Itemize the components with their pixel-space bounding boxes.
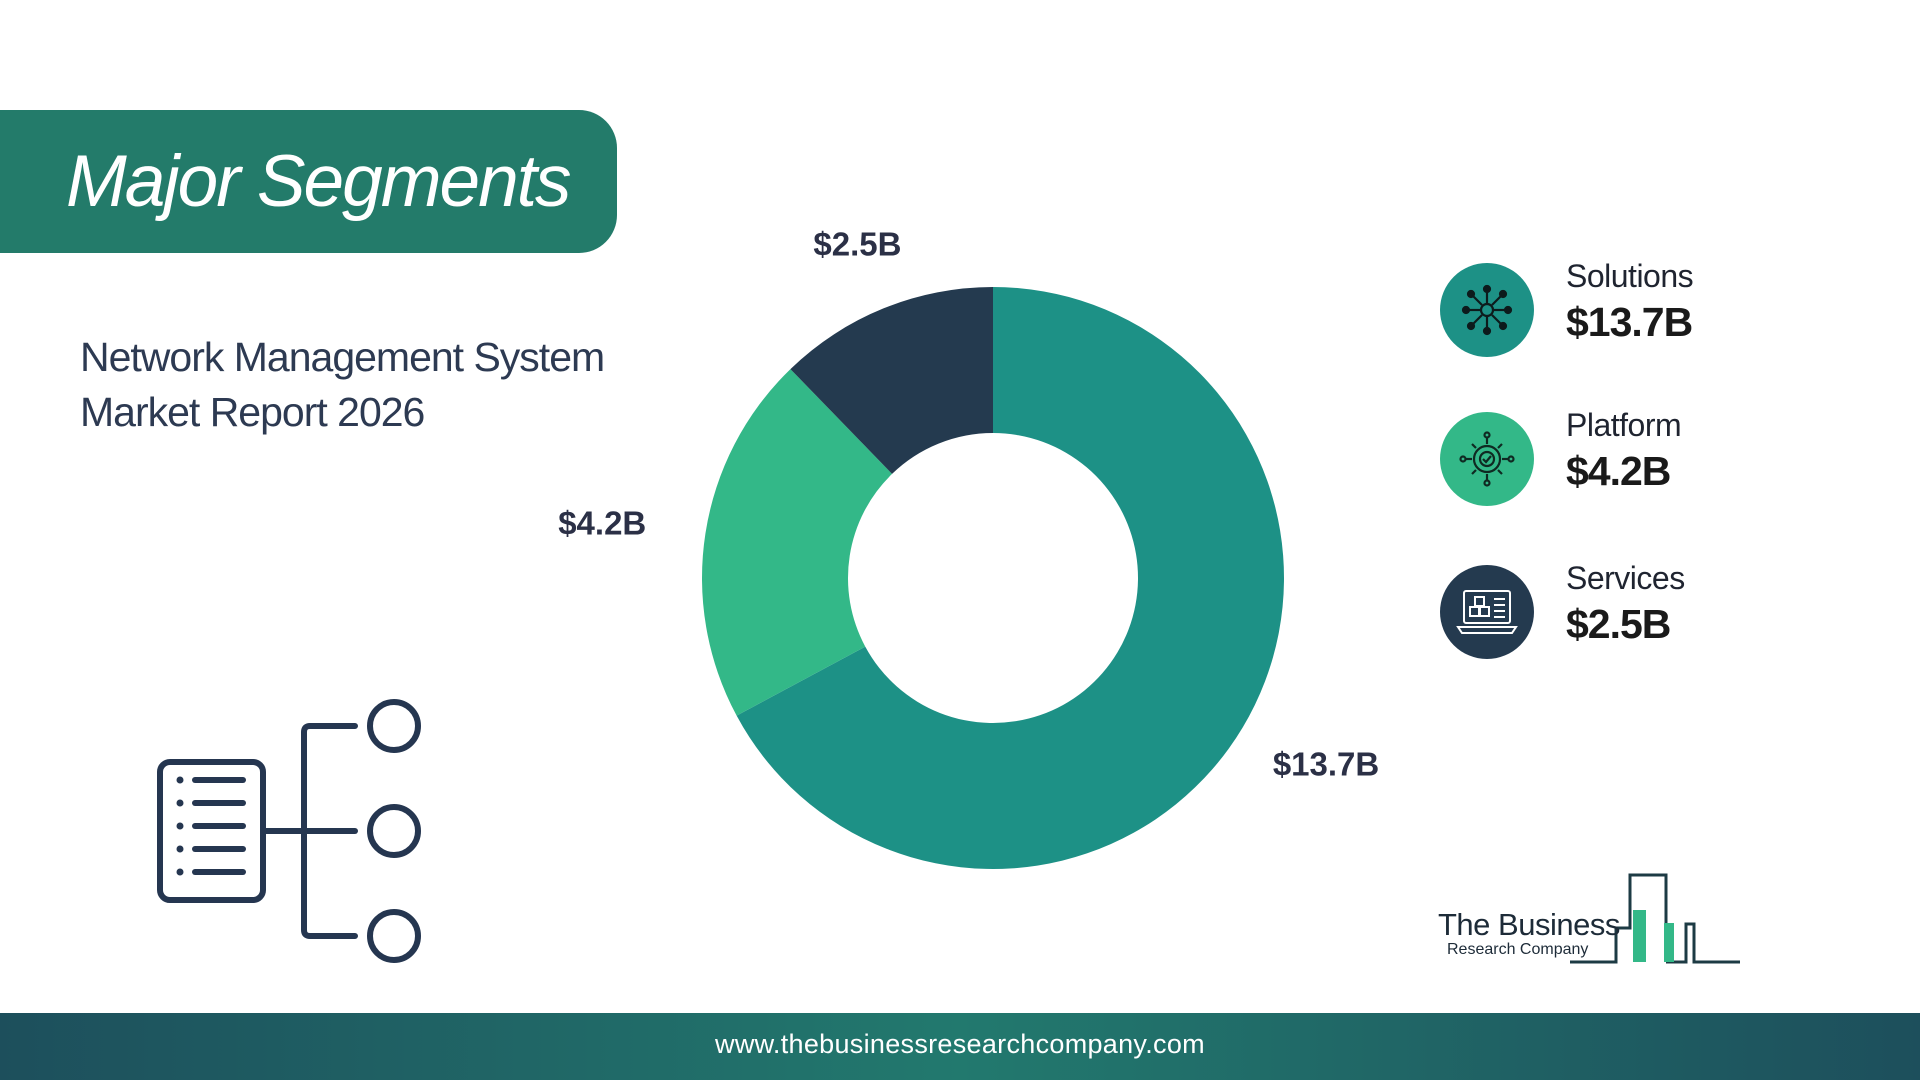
logo-text-line-1: The Business [1438,907,1620,942]
logo-text-line-2: Research Company [1447,941,1589,958]
legend-value-services: $2.5B [1566,601,1671,647]
legend-item-solutions: Solutions $13.7B [1440,258,1860,359]
donut-slice-platform [702,369,893,716]
legend-value-solutions: $13.7B [1566,299,1693,345]
legend-value-platform: $4.2B [1566,448,1671,494]
report-title-line-2: Market Report 2026 [80,389,425,435]
title-banner: Major Segments [0,110,617,253]
donut-slice-solutions [736,287,1284,869]
legend-label-platform: Platform [1566,407,1682,443]
footer-bar: www.thebusinessresearchcompany.com [0,1013,1920,1080]
data-label-solutions: $13.7B [1273,745,1379,782]
report-title-line-1: Network Management System [80,334,605,380]
gear-check-icon [1440,412,1534,506]
company-logo: The Business Research Company [1430,865,1750,965]
legend-item-services: Services $2.5B [1440,560,1860,661]
network-people-icon [1440,263,1534,357]
list-hierarchy-icon [157,699,421,963]
page-title: Major Segments [66,141,571,222]
legend-label-solutions: Solutions [1566,258,1694,294]
legend-item-platform: Platform $4.2B [1440,407,1860,508]
logo-bars-graphic [1570,873,1740,964]
data-label-platform: $4.2B [558,505,646,542]
data-label-services: $2.5B [813,225,901,262]
laptop-boxes-icon [1440,565,1534,659]
footer-url: www.thebusinessresearchcompany.com [715,1029,1205,1059]
legend-label-services: Services [1566,560,1685,596]
donut-slice-services [790,287,993,474]
report-subtitle: Network Management System Market Report … [80,330,640,440]
